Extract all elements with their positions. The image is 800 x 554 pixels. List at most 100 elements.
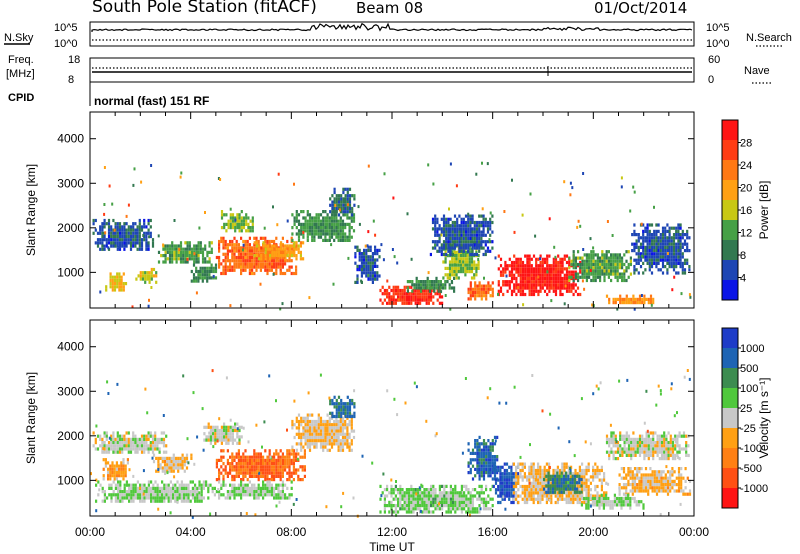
- velocity-region-3: [152, 453, 193, 473]
- power-region-11: [379, 285, 444, 305]
- power-region-16: [568, 250, 632, 283]
- x-tick-label: 04:00: [176, 525, 206, 539]
- colorbar-tick-label: 4: [740, 273, 746, 285]
- power-colorbar: 4 8 12 16 20 24 28: [721, 119, 752, 301]
- power-region-9: [329, 187, 356, 217]
- colorbar-swatch: [722, 468, 738, 489]
- y-tick-label: 3000: [57, 384, 84, 398]
- y-tick-label: 3000: [57, 176, 84, 190]
- power-region-15: [497, 254, 582, 297]
- velocity-colorbar: 1000 500 100 25 -25 -100 -500 -1000: [721, 327, 768, 509]
- colorbar-swatch: [722, 388, 738, 409]
- colorbar-tick-label: -100: [740, 443, 762, 455]
- x-tick-label: 00:00: [679, 525, 709, 539]
- power-colorbar-label: Power [dB]: [757, 181, 771, 240]
- colorbar-swatch: [722, 220, 738, 241]
- velocity-cells: [90, 369, 692, 519]
- nave-tick-top: 60: [708, 54, 720, 66]
- noise-sky-line: [91, 22, 693, 32]
- velocity-colorbar-label: Velocity [m s⁻¹]: [757, 377, 771, 458]
- power-cells: [92, 161, 692, 311]
- freq-tick-top-left: 18: [68, 54, 80, 66]
- velocity-region-6: [215, 480, 293, 500]
- colorbar-swatch: [722, 448, 738, 469]
- power-panel: 1000 2000 3000 4000 Slant Range [km]: [24, 111, 695, 311]
- noise-tick-top-right: 10^5: [706, 22, 730, 34]
- noise-tick-bottom-left: 10^0: [54, 38, 78, 50]
- y-tick-label: 1000: [57, 265, 84, 279]
- x-tick-label: 00:00: [75, 525, 105, 539]
- velocity-region-5: [215, 449, 306, 482]
- y-tick-label: 2000: [57, 429, 84, 443]
- power-region-17: [631, 223, 691, 275]
- velocity-panel: 1000 2000 3000 4000 Slant Range [km]: [24, 319, 695, 519]
- colorbar-tick-label: 100: [740, 383, 758, 395]
- colorbar-swatch: [722, 280, 738, 301]
- power-region-19: [429, 214, 494, 257]
- cpid-label: CPID: [8, 92, 34, 104]
- freq-tick-bottom-left: 8: [68, 74, 74, 86]
- power-region-1: [105, 272, 128, 292]
- y-tick-label: 1000: [57, 473, 84, 487]
- velocity-region-15: [618, 467, 692, 496]
- velocity-region-2: [102, 458, 129, 481]
- nave-tick-bottom: 0: [708, 74, 714, 86]
- power-region-18: [605, 294, 655, 305]
- noise-tick-top-left: 10^5: [54, 22, 78, 34]
- colorbar-swatch: [722, 120, 738, 141]
- y-tick-label: 2000: [57, 221, 84, 235]
- colorbar-tick-label: 1000: [740, 343, 764, 355]
- cpid-value: normal (fast) 151 RF: [94, 94, 209, 108]
- colorbar-tick-label: -500: [740, 463, 762, 475]
- colorbar-tick-label: 500: [740, 363, 758, 375]
- colorbar-tick-label: -1000: [740, 483, 768, 495]
- velocity-region-0: [92, 431, 168, 454]
- power-region-12: [406, 276, 456, 293]
- power-region-14: [467, 281, 494, 301]
- colorbar-tick-label: 24: [740, 160, 752, 172]
- velocity-region-13: [543, 471, 583, 494]
- power-speckles: [99, 161, 692, 311]
- noise-trace: [91, 22, 693, 41]
- beam-label: Beam 08: [356, 0, 424, 17]
- power-region-8: [291, 210, 356, 242]
- noise-panel-frame: [89, 21, 695, 47]
- colorbar-swatch: [722, 328, 738, 349]
- colorbar-swatch: [722, 348, 738, 369]
- colorbar-swatch: [722, 200, 738, 221]
- power-region-7: [253, 241, 305, 261]
- colorbar-tick-label: -25: [740, 423, 756, 435]
- colorbar-tick-label: 16: [740, 205, 752, 217]
- colorbar-tick-label: 8: [740, 250, 746, 262]
- velocity-region-14: [605, 431, 690, 461]
- colorbar-swatch: [722, 368, 738, 389]
- colorbar-swatch: [722, 488, 738, 509]
- velocity-region-9: [379, 484, 494, 514]
- x-tick-label: 20:00: [578, 525, 608, 539]
- power-region-0: [92, 218, 155, 251]
- velocity-region-1: [95, 480, 216, 503]
- power-y-ticks: 1000 2000 3000 4000: [57, 132, 694, 279]
- power-region-6: [220, 210, 254, 233]
- noise-tick-bottom-right: 10^0: [706, 38, 730, 50]
- date-label: 01/Oct/2014: [594, 0, 688, 17]
- colorbar-tick-label: 28: [740, 138, 752, 150]
- y-tick-label: 4000: [57, 340, 84, 354]
- colorbar-tick-label: 12: [740, 228, 752, 240]
- colorbar-swatch: [722, 260, 738, 281]
- x-tick-label: 08:00: [276, 525, 306, 539]
- freq-left-label-1: Freq.: [8, 54, 34, 66]
- noise-right-label: N.Search: [746, 32, 792, 44]
- x-axis-label: Time UT: [369, 540, 415, 554]
- colorbar-swatch: [722, 428, 738, 449]
- velocity-y-label: Slant Range [km]: [24, 372, 38, 464]
- chart-title: South Pole Station (fitACF): [92, 0, 317, 17]
- colorbar-swatch: [722, 160, 738, 181]
- colorbar-swatch: [722, 140, 738, 161]
- power-region-2: [135, 267, 158, 284]
- velocity-region-8: [329, 395, 356, 419]
- velocity-region-11: [492, 462, 520, 505]
- noise-left-label: N.Sky: [4, 32, 34, 44]
- power-region-4: [190, 263, 218, 283]
